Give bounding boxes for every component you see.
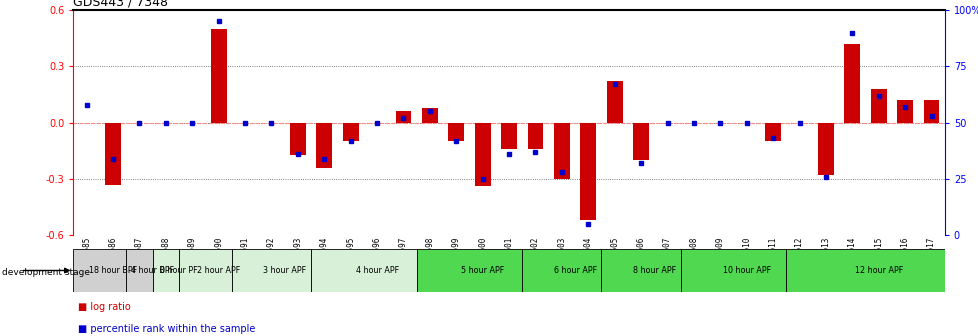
Text: 6 hour APF: 6 hour APF bbox=[553, 266, 596, 275]
Bar bbox=[580, 123, 596, 220]
Bar bbox=[232, 249, 311, 292]
Text: 3 hour APF: 3 hour APF bbox=[263, 266, 306, 275]
Text: 4 hour BPF: 4 hour BPF bbox=[131, 266, 174, 275]
Bar bbox=[765, 123, 780, 141]
Bar bbox=[869, 89, 886, 123]
Bar bbox=[105, 123, 121, 184]
Text: 8 hour APF: 8 hour APF bbox=[632, 266, 675, 275]
Bar bbox=[422, 108, 437, 123]
Bar bbox=[501, 123, 516, 149]
Bar bbox=[527, 123, 543, 149]
Text: 12 hour APF: 12 hour APF bbox=[854, 266, 902, 275]
Bar bbox=[896, 100, 912, 123]
Text: ■ percentile rank within the sample: ■ percentile rank within the sample bbox=[78, 324, 255, 334]
Bar bbox=[448, 123, 464, 141]
Bar bbox=[844, 44, 860, 123]
Text: 4 hour APF: 4 hour APF bbox=[355, 266, 398, 275]
Bar bbox=[210, 29, 226, 123]
Bar bbox=[521, 249, 600, 292]
Bar bbox=[785, 249, 944, 292]
Bar bbox=[311, 249, 417, 292]
Text: 5 hour APF: 5 hour APF bbox=[461, 266, 504, 275]
Text: GDS443 / 7348: GDS443 / 7348 bbox=[73, 0, 168, 9]
Bar bbox=[633, 123, 648, 160]
Bar bbox=[818, 123, 833, 175]
Text: 10 hour APF: 10 hour APF bbox=[722, 266, 770, 275]
Bar bbox=[554, 123, 569, 179]
Text: 18 hour BPF: 18 hour BPF bbox=[89, 266, 137, 275]
Text: ■ log ratio: ■ log ratio bbox=[78, 302, 131, 312]
Bar bbox=[179, 249, 232, 292]
Bar bbox=[153, 249, 179, 292]
Bar bbox=[126, 249, 153, 292]
Bar bbox=[922, 100, 939, 123]
Bar bbox=[342, 123, 358, 141]
Bar bbox=[600, 249, 680, 292]
Bar bbox=[73, 249, 126, 292]
Bar bbox=[316, 123, 332, 168]
Bar bbox=[417, 249, 521, 292]
Bar bbox=[474, 123, 490, 186]
Bar bbox=[680, 249, 785, 292]
Bar bbox=[606, 81, 622, 123]
Text: development stage: development stage bbox=[2, 268, 90, 277]
Text: 2 hour APF: 2 hour APF bbox=[197, 266, 240, 275]
Bar bbox=[289, 123, 305, 155]
Bar bbox=[395, 112, 411, 123]
Text: 0 hour PF: 0 hour PF bbox=[160, 266, 198, 275]
